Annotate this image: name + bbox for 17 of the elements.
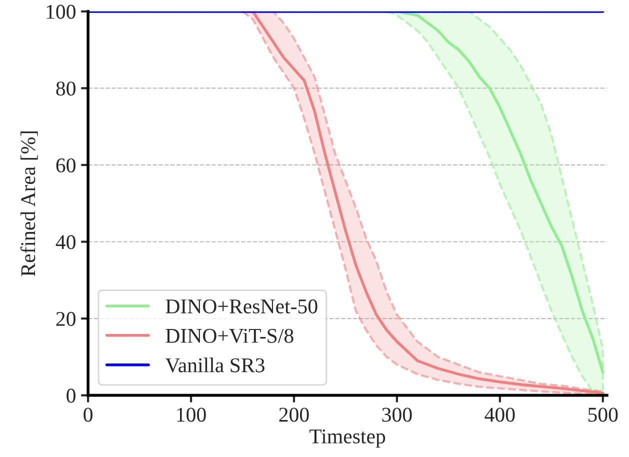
y-tick-label: 100	[46, 4, 76, 19]
y-tick-label: 60	[56, 158, 76, 172]
legend-label: DINO+ViT-S/8	[166, 328, 294, 343]
y-tick-label: 40	[56, 235, 76, 250]
x-tick-label: 300	[382, 408, 412, 422]
legend-label: DINO+ResNet-50	[166, 299, 318, 314]
x-tick-label: 400	[484, 408, 515, 422]
x-tick-label: 0	[84, 408, 92, 422]
y-tick-label: 80	[56, 82, 76, 96]
x-tick-label: 200	[279, 408, 309, 422]
legend-label: Vanilla SR3	[165, 358, 264, 372]
x-tick-label: 100	[177, 408, 206, 422]
y-tick-label: 20	[56, 312, 76, 326]
x-tick-label: 500	[588, 408, 618, 422]
y-axis-title: Refined Area [%]	[20, 131, 38, 276]
x-axis-title: Timestep	[310, 429, 386, 448]
y-tick-label: 0	[66, 388, 76, 403]
